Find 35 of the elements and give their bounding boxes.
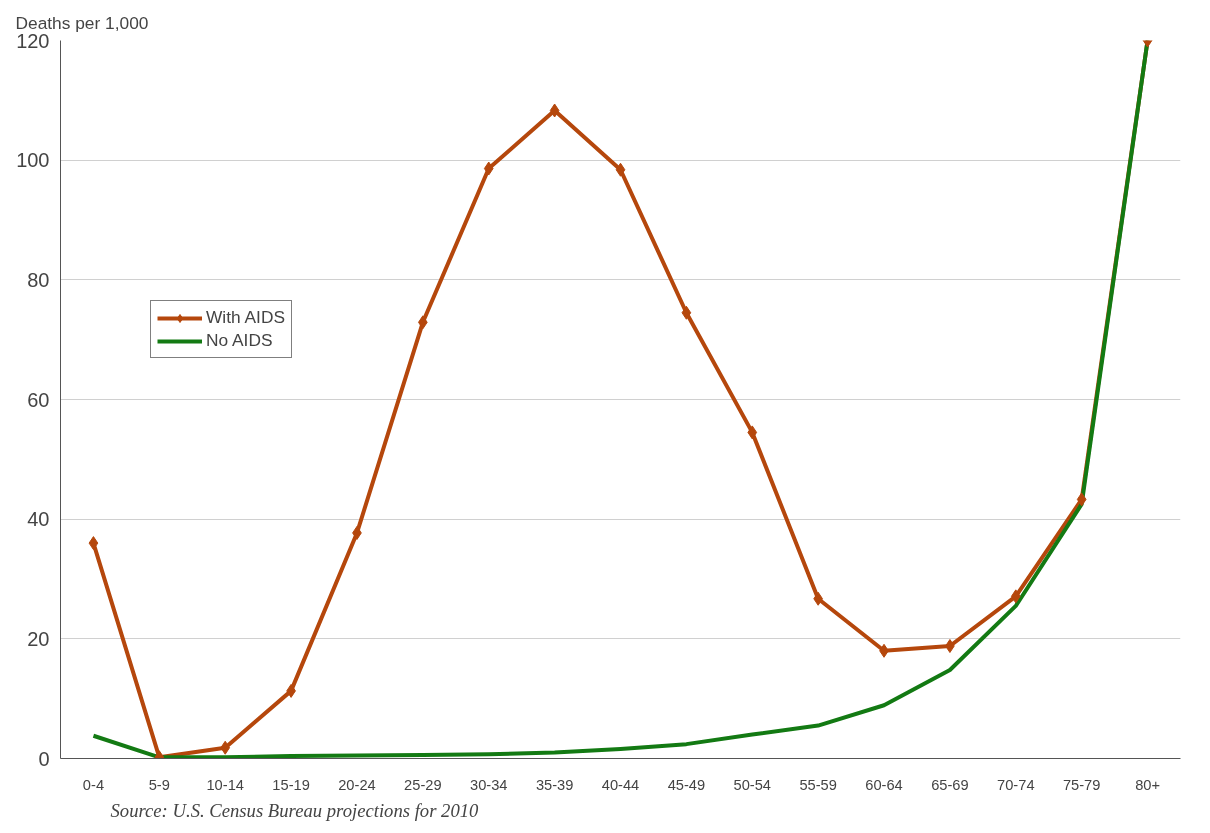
x-tick-label: 5-9 <box>148 776 170 793</box>
x-tick-label: 15-19 <box>272 776 310 793</box>
x-tick-label: 55-59 <box>799 776 837 793</box>
x-tick-label: 75-79 <box>1062 776 1101 793</box>
point <box>220 740 231 755</box>
y-tick-label: 20 <box>27 627 50 650</box>
point <box>88 536 99 551</box>
point <box>549 103 560 118</box>
y-tick-label: 60 <box>27 388 50 411</box>
y-tick-label: 0 <box>38 747 50 770</box>
y-tick-label: 100 <box>16 149 50 172</box>
point <box>1010 589 1021 604</box>
y-tick-label: 80 <box>27 268 50 291</box>
y-tick-label: 40 <box>27 508 50 531</box>
point <box>483 161 494 176</box>
legend-label: No AIDS <box>206 330 273 351</box>
legend-label: With AIDS <box>206 307 285 328</box>
x-tick-label: 65-69 <box>931 776 969 793</box>
x-tick-label: 20-24 <box>338 776 376 793</box>
x-tick-label: 35-39 <box>535 776 574 793</box>
x-tick-label: 60-64 <box>865 776 903 793</box>
x-tick-label: 80+ <box>1135 776 1160 793</box>
x-tick-label: 0-4 <box>82 776 105 793</box>
x-tick-label: 30-34 <box>469 776 508 793</box>
x-tick-label: 50-54 <box>733 776 772 793</box>
point <box>1076 492 1087 507</box>
point <box>681 305 692 320</box>
x-tick-label: 10-14 <box>206 776 244 793</box>
x-tick-label: 45-49 <box>667 776 706 793</box>
source-note: Source: U.S. Census Bureau projections for 2010 <box>110 799 480 821</box>
x-tick-label: 25-29 <box>404 776 442 793</box>
x-tick-label: 70-74 <box>997 776 1035 793</box>
point <box>615 162 626 177</box>
point <box>747 425 758 440</box>
x-tick-label: 40-44 <box>601 776 640 793</box>
